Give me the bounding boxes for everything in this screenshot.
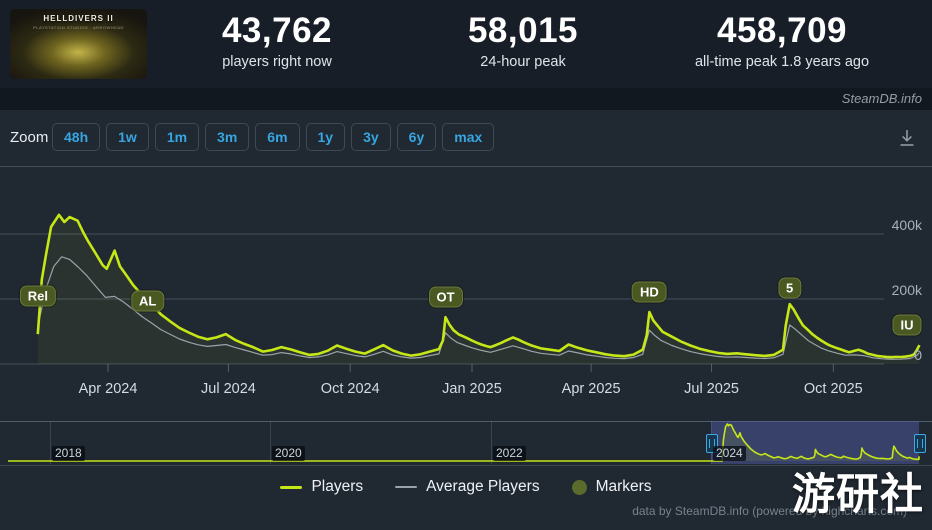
navigator-right-handle[interactable] — [913, 434, 926, 453]
x-axis-tick-label: Apr 2024 — [78, 381, 138, 397]
marker-badge-iu[interactable]: IU — [892, 314, 922, 336]
zoom-range-3y[interactable]: 3y — [351, 123, 391, 151]
x-axis-tick-label: Oct 2025 — [803, 381, 863, 397]
zoom-range-1m[interactable]: 1m — [154, 123, 200, 151]
legend-item-players[interactable]: Players — [280, 478, 363, 496]
stat-24h-peak-value: 58,015 — [467, 11, 579, 50]
legend-swatch-circle-icon — [571, 479, 587, 495]
steamdb-brand-bar: SteamDB.info — [0, 88, 932, 110]
stat-24h-peak: 58,015 24-hour peak — [403, 11, 643, 71]
marker-badge-al[interactable]: AL — [131, 290, 165, 312]
zoom-range-1y[interactable]: 1y — [305, 123, 346, 151]
zoom-range-6y[interactable]: 6y — [396, 123, 437, 151]
navigator-year-label: 2018 — [52, 446, 85, 461]
legend-label: Players — [311, 478, 364, 495]
navigator-year-gridline — [270, 421, 271, 464]
legend-swatch-line-icon — [395, 486, 418, 488]
zoom-range-buttons: 48h 1w 1m 3m 6m 1y 3y 6y max — [52, 123, 495, 151]
navigator-strip[interactable] — [0, 421, 932, 466]
navigator-year-gridline — [50, 421, 51, 464]
zoom-range-3m[interactable]: 3m — [205, 123, 250, 151]
stat-alltime-peak-value: 458,709 — [716, 11, 848, 50]
x-axis-tick-label: Jul 2025 — [684, 381, 739, 397]
steamdb-brand-text: SteamDB.info — [841, 91, 922, 106]
x-axis-tick-label: Jan 2025 — [442, 381, 502, 397]
y-axis-tick-label: 0 — [914, 347, 922, 363]
game-title: HELLDIVERS II — [43, 14, 114, 23]
zoom-range-48h[interactable]: 48h — [52, 123, 101, 151]
stat-alltime-peak: 458,709 all-time peak 1.8 years ago — [642, 11, 922, 71]
y-axis-tick-label: 200k — [891, 282, 922, 298]
navigator-year-label: 2020 — [272, 446, 305, 461]
game-subtitle: PLAYSTATION STUDIOS · ARROWHEAD — [33, 25, 124, 30]
marker-badge-5[interactable]: 5 — [778, 277, 802, 299]
marker-badge-rel[interactable]: Rel — [19, 285, 56, 307]
navigator-year-gridline — [491, 421, 492, 464]
navigator-year-label: 2022 — [493, 446, 526, 461]
chart-credit: data by SteamDB.info (powered by highcha… — [632, 504, 907, 518]
y-axis-tick-label: 400k — [891, 217, 922, 233]
x-axis-tick-label: Jul 2024 — [201, 381, 256, 397]
legend-item-markers[interactable]: Markers — [571, 478, 652, 496]
marker-badge-hd[interactable]: HD — [631, 281, 667, 303]
stat-players-now-value: 43,762 — [221, 11, 333, 50]
legend-label: Markers — [595, 478, 652, 495]
zoom-range-6m[interactable]: 6m — [255, 123, 300, 151]
x-axis-tick-label: Apr 2025 — [561, 381, 621, 397]
legend-swatch-line-icon — [280, 485, 303, 489]
stat-players-now: 43,762 players right now — [157, 11, 397, 71]
legend-label: Average Players — [426, 478, 540, 495]
zoom-toolbar: Zoom 48h 1w 1m 3m 6m 1y 3y 6y max — [0, 110, 932, 167]
stat-24h-peak-label: 24-hour peak — [480, 54, 566, 70]
x-axis-tick-label: Oct 2024 — [320, 381, 380, 397]
navigator-year-label: 2024 — [713, 446, 746, 461]
download-icon[interactable] — [896, 127, 918, 149]
stat-alltime-peak-label: all-time peak 1.8 years ago — [694, 54, 870, 70]
stat-players-now-label: players right now — [222, 54, 332, 70]
marker-badge-ot[interactable]: OT — [428, 286, 463, 308]
zoom-range-max[interactable]: max — [442, 123, 495, 151]
game-capsule-image[interactable]: HELLDIVERS II PLAYSTATION STUDIOS · ARRO… — [10, 9, 147, 79]
zoom-range-1w[interactable]: 1w — [106, 123, 149, 151]
legend-item-average-players[interactable]: Average Players — [395, 478, 540, 496]
header: HELLDIVERS II PLAYSTATION STUDIOS · ARRO… — [0, 0, 932, 88]
chart-legend: Players Average Players Markers — [0, 478, 932, 496]
watermark-logo: 游研社 — [792, 471, 924, 519]
zoom-label: Zoom — [10, 129, 49, 146]
